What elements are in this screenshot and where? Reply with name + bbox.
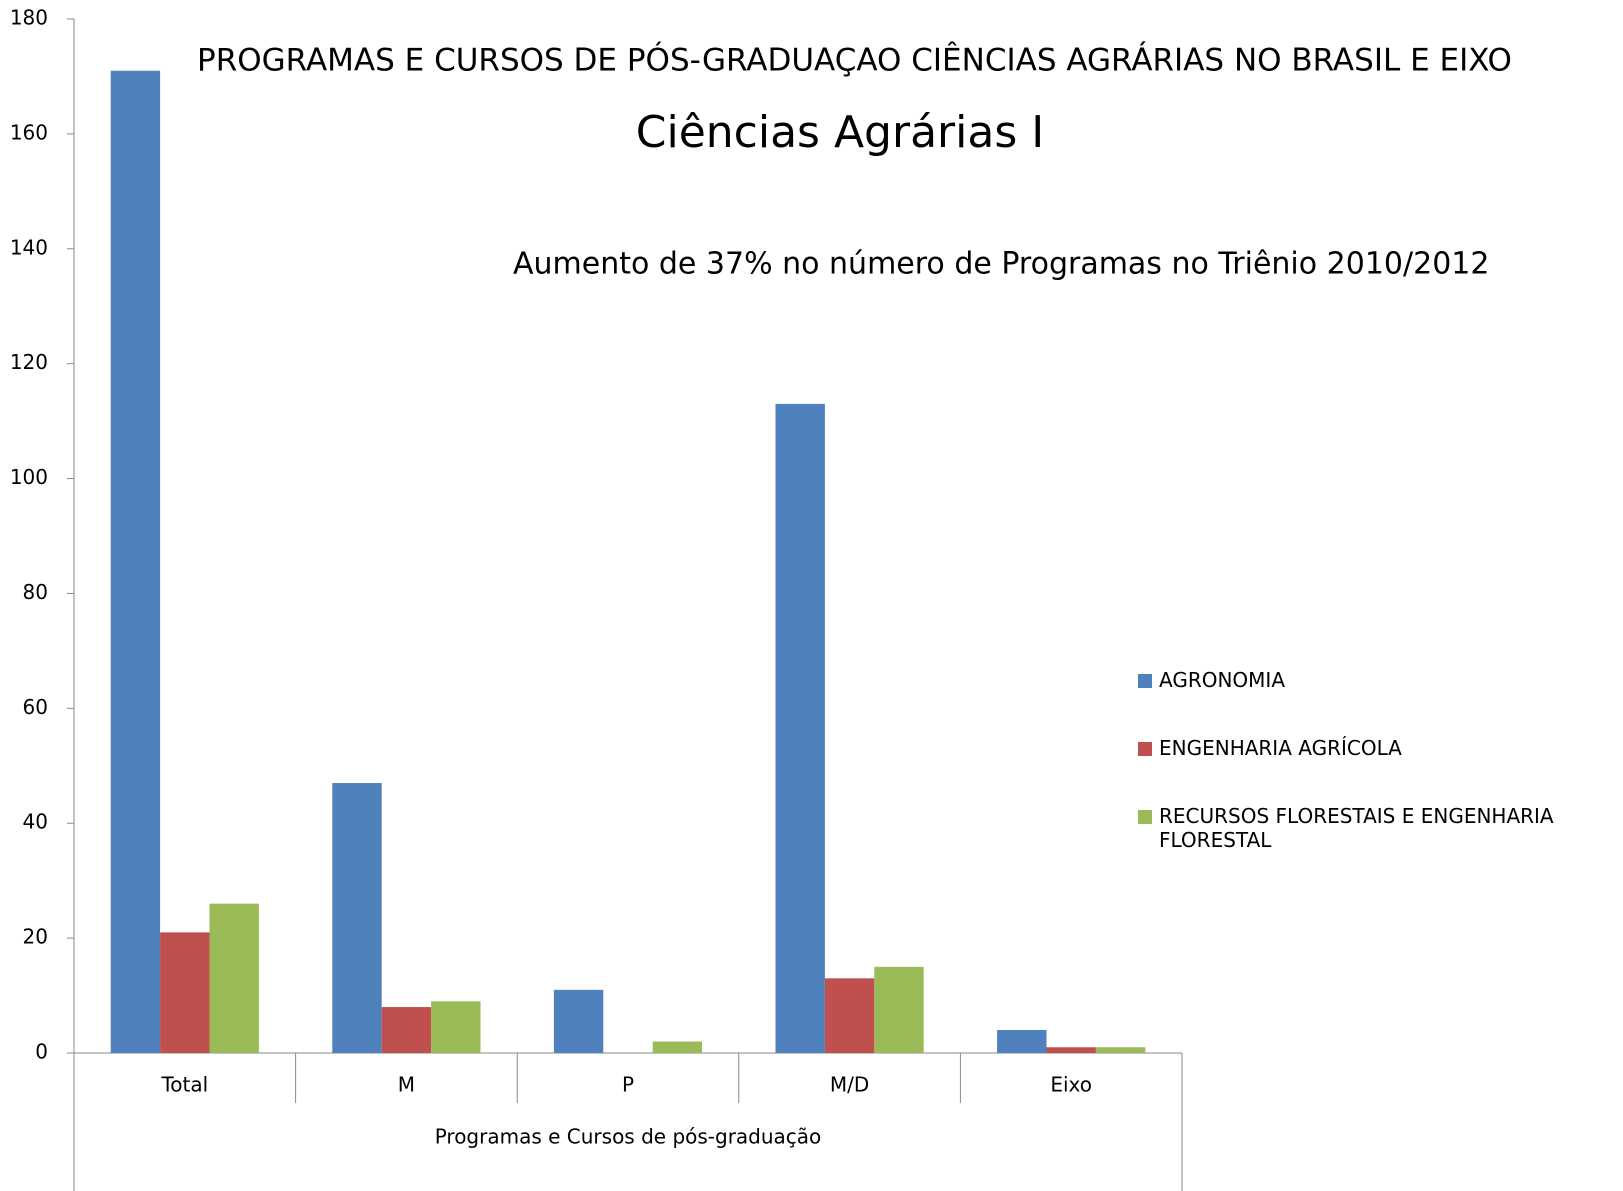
bar [1095, 1047, 1146, 1053]
bar [209, 903, 259, 1053]
bar [381, 1007, 432, 1053]
chart-title: PROGRAMAS E CURSOS DE PÓS-GRADUAÇAO CIÊN… [197, 42, 1512, 79]
bar [997, 1030, 1047, 1053]
bar [824, 978, 875, 1053]
legend-swatch [1138, 810, 1152, 824]
bar [553, 989, 604, 1053]
legend-item: ENGENHARIA AGRÍCOLA [1138, 736, 1578, 760]
bar [775, 403, 825, 1053]
legend-swatch [1138, 742, 1152, 756]
x-tick-label: Total [160, 1073, 208, 1097]
x-axis-label: Programas e Cursos de pós-graduação [435, 1125, 822, 1149]
legend-swatch [1138, 674, 1152, 688]
legend-item: AGRONOMIA [1138, 668, 1578, 692]
y-tick-label: 80 [23, 580, 48, 604]
legend-label: AGRONOMIA [1159, 668, 1286, 692]
annotation: Aumento de 37% no número de Programas no… [513, 247, 1489, 282]
bar [874, 966, 924, 1053]
x-tick-label: M [398, 1073, 415, 1097]
y-tick-label: 20 [23, 925, 48, 949]
legend: AGRONOMIA ENGENHARIA AGRÍCOLA RECURSOS FLO… [1138, 668, 1578, 896]
bar [652, 1041, 703, 1053]
y-tick-label: 60 [23, 695, 48, 719]
y-tick-label: 140 [10, 235, 48, 259]
x-tick-label: M/D [830, 1073, 869, 1097]
y-tick-label: 0 [35, 1040, 48, 1064]
bar [431, 1001, 481, 1053]
x-tick-label: Eixo [1050, 1073, 1092, 1097]
chart-subtitle: Ciências Agrárias I [636, 107, 1044, 158]
bar [110, 70, 161, 1053]
y-tick-label: 160 [10, 120, 48, 144]
y-tick-label: 120 [10, 350, 48, 374]
x-tick-label: P [622, 1073, 634, 1097]
legend-label: RECURSOS FLORESTAIS E ENGENHARIA FLOREST… [1159, 804, 1554, 852]
y-tick-label: 40 [23, 810, 48, 834]
bar [332, 783, 382, 1053]
bar [1046, 1047, 1096, 1053]
y-tick-label: 100 [10, 465, 48, 489]
legend-item: RECURSOS FLORESTAIS E ENGENHARIA FLOREST… [1138, 804, 1578, 852]
legend-label: ENGENHARIA AGRÍCOLA [1159, 736, 1402, 760]
y-tick-label: 180 [10, 6, 48, 30]
bar [160, 932, 210, 1053]
